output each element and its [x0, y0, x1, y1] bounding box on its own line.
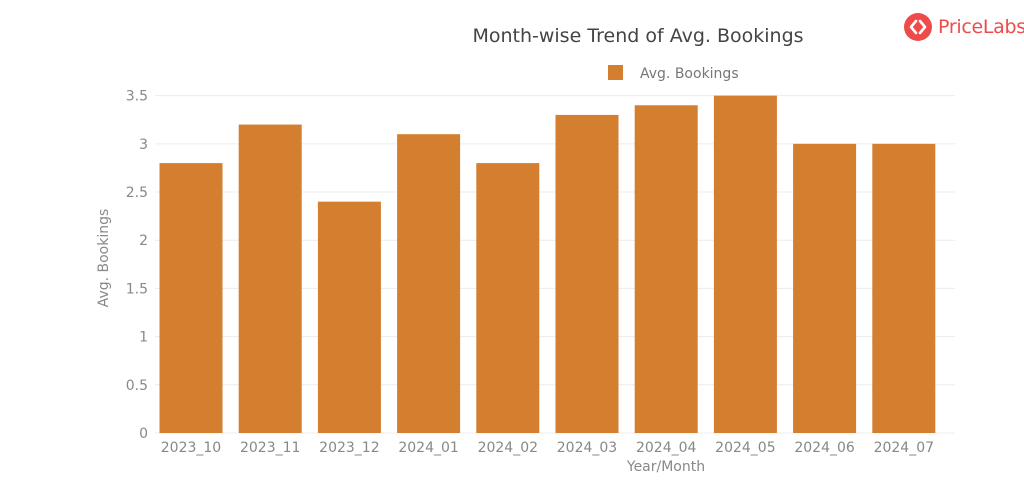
- x-tick-label: 2024_01: [398, 440, 458, 456]
- y-axis-label: Avg. Bookings: [96, 209, 112, 308]
- pricelabs-logo-icon: [904, 13, 932, 41]
- legend-swatch: [608, 65, 623, 80]
- x-tick-label: 2024_05: [715, 440, 775, 456]
- x-tick-label: 2023_11: [240, 440, 300, 456]
- bar-2023_10[interactable]: [159, 163, 223, 433]
- bar-2024_07[interactable]: [872, 143, 936, 434]
- y-tick-label: 0.5: [126, 378, 148, 394]
- bar-2024_02[interactable]: [476, 163, 540, 433]
- chart-title: Month-wise Trend of Avg. Bookings: [472, 25, 803, 47]
- y-tick-label: 1: [139, 330, 148, 346]
- x-tick-label: 2023_10: [161, 440, 221, 456]
- y-tick-label: 3.5: [126, 89, 148, 105]
- brand-logo: PriceLabs: [904, 13, 1024, 41]
- bars: [159, 95, 936, 434]
- x-axis-label: Year/Month: [626, 459, 705, 475]
- legend[interactable]: Avg. Bookings: [608, 65, 739, 82]
- x-tick-label: 2024_02: [478, 440, 538, 456]
- x-tick-label: 2024_04: [636, 440, 697, 456]
- y-tick-label: 3: [139, 137, 148, 153]
- bar-2024_03[interactable]: [555, 114, 619, 434]
- y-tick-label: 0: [139, 426, 148, 442]
- x-tick-label: 2024_03: [557, 440, 617, 456]
- legend-label: Avg. Bookings: [640, 66, 739, 82]
- x-axis-ticks: 2023_10 2023_11 2023_12 2024_01 2024_02 2024_…: [161, 440, 934, 456]
- x-tick-label: 2024_06: [794, 440, 855, 456]
- bar-2024_04[interactable]: [634, 105, 698, 434]
- brand-name: PriceLabs: [938, 16, 1024, 38]
- x-tick-label: 2023_12: [319, 440, 379, 456]
- y-tick-label: 1.5: [126, 281, 148, 297]
- bar-2023_11[interactable]: [238, 124, 302, 434]
- bar-2024_06[interactable]: [793, 143, 857, 434]
- bar-2024_01[interactable]: [397, 134, 461, 433]
- y-tick-label: 2: [139, 233, 148, 249]
- bar-2024_05[interactable]: [713, 95, 777, 433]
- y-axis-ticks: 0 0.5 1 1.5 2 2.5 3 3.5: [126, 89, 148, 442]
- x-tick-label: 2024_07: [874, 440, 934, 456]
- bar-2023_12[interactable]: [317, 201, 381, 433]
- y-tick-label: 2.5: [126, 185, 148, 201]
